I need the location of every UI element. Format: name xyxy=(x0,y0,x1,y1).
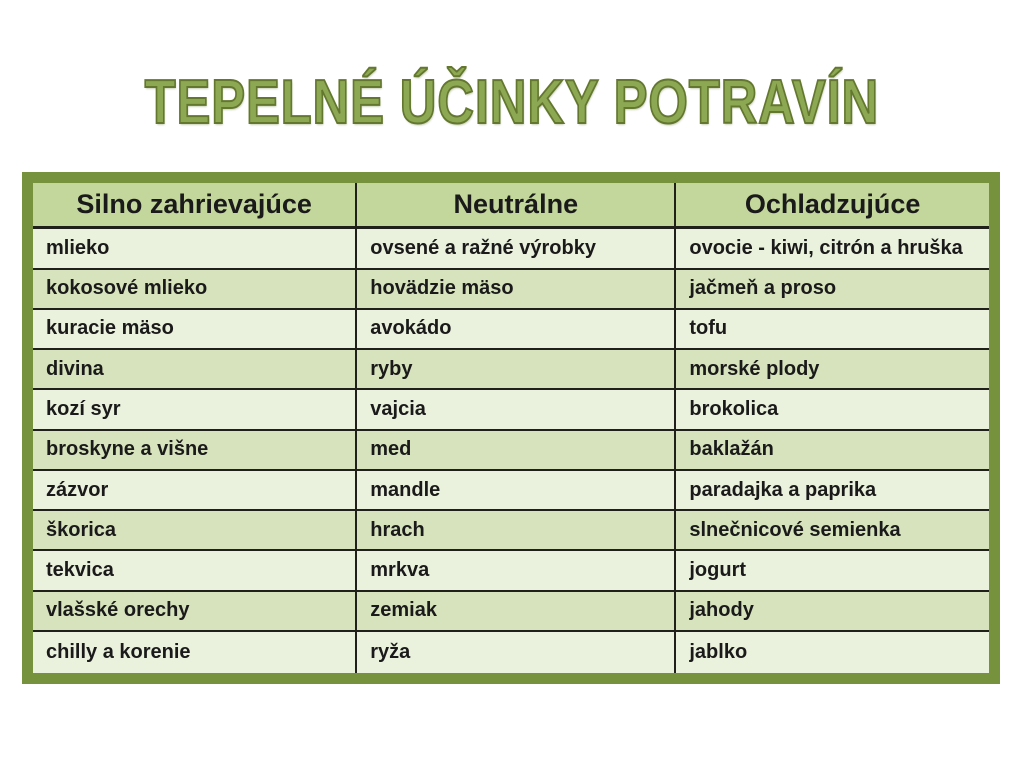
table-cell: mlieko xyxy=(26,226,358,270)
table-body: mlieko ovsené a ražné výrobky ovocie - kiw… xyxy=(26,226,996,680)
table-cell: jablko xyxy=(674,629,996,680)
table-cell: morské plody xyxy=(674,348,996,391)
table-row: kozí syr vajcia brokolica xyxy=(26,388,996,431)
table-cell: broskyne a višne xyxy=(26,428,358,471)
table-cell: slnečnicové semienka xyxy=(674,509,996,552)
table-cell: kuracie mäso xyxy=(26,307,358,351)
table-cell: jačmeň a proso xyxy=(674,267,996,310)
table-row: kuracie mäso avokádo tofu xyxy=(26,307,996,351)
table-cell: jahody xyxy=(674,589,996,632)
table-cell: med xyxy=(355,428,677,471)
table-cell: tofu xyxy=(674,307,996,351)
table-cell: škorica xyxy=(26,509,358,552)
table-cell: mandle xyxy=(355,468,677,512)
table-cell: vajcia xyxy=(355,388,677,431)
table-cell: chilly a korenie xyxy=(26,629,358,680)
table-header: Silno zahrievajúce Neutrálne Ochladzujúc… xyxy=(26,176,996,229)
title-area: TEPELNÉ ÚČINKY POTRAVÍN xyxy=(0,67,1024,138)
table-cell: zázvor xyxy=(26,468,358,512)
table-row: zázvor mandle paradajka a paprika xyxy=(26,468,996,512)
table-cell: ryža xyxy=(355,629,677,680)
header-row: Silno zahrievajúce Neutrálne Ochladzujúc… xyxy=(26,176,996,229)
table-cell: ovocie - kiwi, citrón a hruška xyxy=(674,226,996,270)
thermal-effects-table: Silno zahrievajúce Neutrálne Ochladzujúc… xyxy=(22,172,1000,684)
table-cell: ovsené a ražné výrobky xyxy=(355,226,677,270)
table-row: broskyne a višne med baklažán xyxy=(26,428,996,471)
table-row: vlašské orechy zemiak jahody xyxy=(26,589,996,632)
table-row: kokosové mlieko hovädzie mäso jačmeň a pro… xyxy=(26,267,996,310)
table-cell: avokádo xyxy=(355,307,677,351)
table-cell: zemiak xyxy=(355,589,677,632)
table-cell: brokolica xyxy=(674,388,996,431)
table-cell: kozí syr xyxy=(26,388,358,431)
table-cell: kokosové mlieko xyxy=(26,267,358,310)
table-cell: mrkva xyxy=(355,549,677,592)
column-header-strongly-warming: Silno zahrievajúce xyxy=(26,176,358,229)
page-title: TEPELNÉ ÚČINKY POTRAVÍN xyxy=(144,67,880,138)
table-cell: tekvica xyxy=(26,549,358,592)
table-cell: jogurt xyxy=(674,549,996,592)
table-cell: divina xyxy=(26,348,358,391)
table-cell: paradajka a paprika xyxy=(674,468,996,512)
table-cell: hovädzie mäso xyxy=(355,267,677,310)
table-cell: baklažán xyxy=(674,428,996,471)
table-cell: hrach xyxy=(355,509,677,552)
table-row: chilly a korenie ryža jablko xyxy=(26,629,996,680)
table-row: tekvica mrkva jogurt xyxy=(26,549,996,592)
table-row: divina ryby morské plody xyxy=(26,348,996,391)
column-header-neutral: Neutrálne xyxy=(355,176,677,229)
table-row: škorica hrach slnečnicové semienka xyxy=(26,509,996,552)
table-cell: ryby xyxy=(355,348,677,391)
table-row: mlieko ovsené a ražné výrobky ovocie - kiw… xyxy=(26,226,996,270)
column-header-cooling: Ochladzujúce xyxy=(674,176,996,229)
table-cell: vlašské orechy xyxy=(26,589,358,632)
